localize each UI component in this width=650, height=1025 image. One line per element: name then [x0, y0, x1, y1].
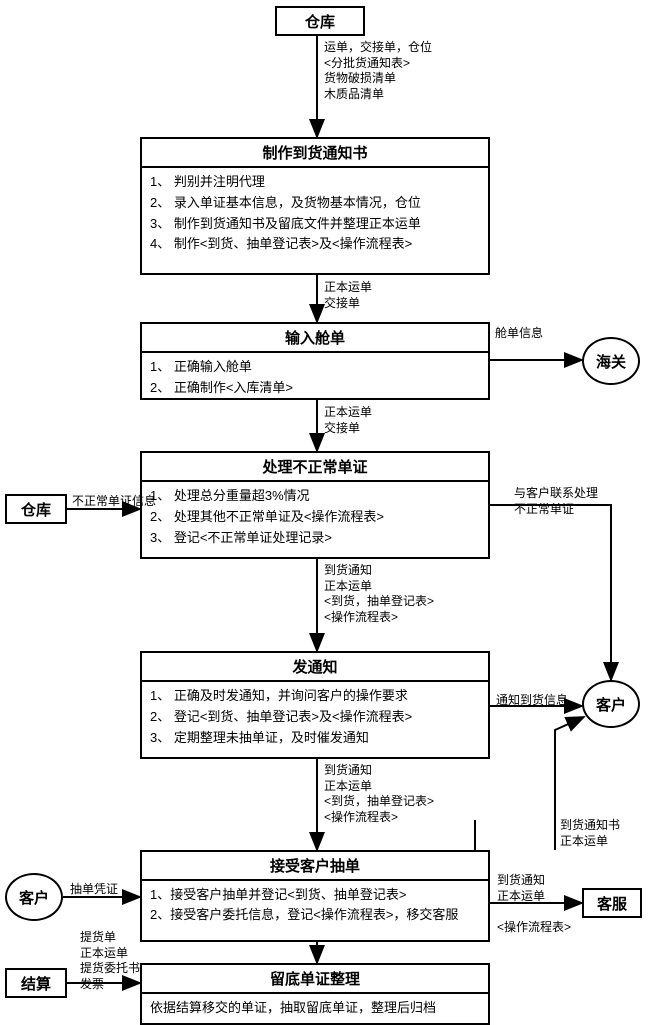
label-line: 正本运单	[324, 779, 434, 795]
line: 依据结算移交的单证，抽取留底单证，整理后归档	[150, 998, 480, 1019]
label-line: 交接单	[324, 296, 372, 312]
label-line: 提货委托书	[80, 961, 140, 977]
label-line: 到货通知	[324, 763, 434, 779]
label-line: 木质品清单	[324, 87, 432, 103]
node-title: 接受客户抽单	[142, 852, 488, 881]
flowchart-canvas: 仓库 制作到货通知书 1、 判别并注明代理 2、 录入单证基本信息，及货物基本情…	[0, 0, 650, 1008]
edge-label: 通知到货信息	[496, 693, 568, 709]
node-send-notice: 发通知 1、 正确及时发通知，并询问客户的操作要求 2、 登记<到货、抽单登记表…	[140, 651, 490, 759]
label-line: 提货单	[80, 930, 140, 946]
line: 3、 定期整理未抽单证，及时催发通知	[150, 728, 480, 749]
line: 1、 处理总分重量超3%情况	[150, 486, 480, 507]
node-title: 客服	[584, 890, 640, 917]
label-line: 到货通知	[324, 563, 434, 579]
node-make-notice: 制作到货通知书 1、 判别并注明代理 2、 录入单证基本信息，及货物基本情况，仓…	[140, 137, 490, 275]
label-line: <分批货通知表>	[324, 56, 432, 72]
edge-label: 正本运单 交接单	[324, 405, 372, 436]
label-line: 正本运单	[497, 889, 545, 905]
node-title: 处理不正常单证	[142, 453, 488, 482]
line: 1、 正确及时发通知，并询问客户的操作要求	[150, 686, 480, 707]
node-title: 输入舱单	[142, 324, 488, 353]
line: 4、 制作<到货、抽单登记表>及<操作流程表>	[150, 234, 480, 255]
line: 2、 录入单证基本信息，及货物基本情况，仓位	[150, 193, 480, 214]
label-line: 到货通知书	[560, 818, 620, 834]
node-title: 留底单证整理	[142, 965, 488, 994]
node-body: 1、 判别并注明代理 2、 录入单证基本信息，及货物基本情况，仓位 3、 制作到…	[142, 168, 488, 259]
node-archive: 留底单证整理 依据结算移交的单证，抽取留底单证，整理后归档	[140, 963, 490, 1025]
line: 1、接受客户抽单并登记<到货、抽单登记表>	[150, 885, 480, 905]
label-line: 运单，交接单，仓位	[324, 40, 432, 56]
label-line: <到货，抽单登记表>	[324, 594, 434, 610]
node-handle-abnormal: 处理不正常单证 1、 处理总分重量超3%情况 2、 处理其他不正常单证及<操作流…	[140, 451, 490, 559]
label-line: 正本运单	[560, 834, 620, 850]
node-cs: 客服	[582, 888, 642, 918]
node-body: 1、 正确及时发通知，并询问客户的操作要求 2、 登记<到货、抽单登记表>及<操…	[142, 682, 488, 752]
label-line: 通知到货信息	[496, 693, 568, 709]
label-line: 抽单凭证	[70, 882, 118, 898]
node-body: 1、 正确输入舱单 2、 正确制作<入库清单>	[142, 353, 488, 403]
label-line: 货物破损清单	[324, 71, 432, 87]
edge-label: 与客户联系处理 不正常单证	[514, 486, 598, 517]
node-title: 仓库	[277, 8, 363, 35]
edge-label: 正本运单 交接单	[324, 280, 372, 311]
node-title: 仓库	[7, 496, 65, 523]
node-title: 结算	[7, 970, 65, 997]
node-body: 1、 处理总分重量超3%情况 2、 处理其他不正常单证及<操作流程表> 3、 登…	[142, 482, 488, 552]
label-line: 正本运单	[324, 405, 372, 421]
edge-label: 抽单凭证	[70, 882, 118, 898]
line: 3、 制作到货通知书及留底文件并整理正本运单	[150, 214, 480, 235]
node-settlement: 结算	[5, 968, 67, 998]
ellipse-label: 海关	[596, 351, 626, 372]
line: 2、 处理其他不正常单证及<操作流程表>	[150, 507, 480, 528]
line: 1、 判别并注明代理	[150, 172, 480, 193]
edge-label: 舱单信息	[495, 326, 543, 342]
label-line: 交接单	[324, 421, 372, 437]
line: 3、 登记<不正常单证处理记录>	[150, 528, 480, 549]
label-line: <操作流程表>	[324, 810, 434, 826]
node-input-manifest: 输入舱单 1、 正确输入舱单 2、 正确制作<入库清单>	[140, 322, 490, 400]
node-customs: 海关	[582, 337, 640, 385]
node-title: 制作到货通知书	[142, 139, 488, 168]
edge-label: 到货通知 正本运单 <到货，抽单登记表> <操作流程表>	[324, 763, 434, 825]
node-body: 依据结算移交的单证，抽取留底单证，整理后归档	[142, 994, 488, 1023]
line: 1、 正确输入舱单	[150, 357, 480, 378]
edge-label: <操作流程表>	[497, 920, 571, 936]
node-body: 1、接受客户抽单并登记<到货、抽单登记表> 2、接受客户委托信息，登记<操作流程…	[142, 881, 488, 928]
node-customer-left: 客户	[5, 873, 63, 921]
label-line: <操作流程表>	[497, 920, 571, 936]
edge-label: 运单，交接单，仓位 <分批货通知表> 货物破损清单 木质品清单	[324, 40, 432, 102]
label-line: <到货，抽单登记表>	[324, 794, 434, 810]
label-line: 不正常单证	[514, 502, 598, 518]
node-customer-right: 客户	[582, 680, 640, 728]
label-line: 正本运单	[80, 946, 140, 962]
edge-label: 到货通知书 正本运单	[560, 818, 620, 849]
line: 2、接受客户委托信息，登记<操作流程表>，移交客服	[150, 905, 480, 925]
edge-label: 提货单 正本运单 提货委托书 发票	[80, 930, 140, 992]
node-accept-pickup: 接受客户抽单 1、接受客户抽单并登记<到货、抽单登记表> 2、接受客户委托信息，…	[140, 850, 490, 942]
ellipse-label: 客户	[596, 694, 626, 715]
edge-label: 到货通知 正本运单 <到货，抽单登记表> <操作流程表>	[324, 563, 434, 625]
line: 2、 正确制作<入库清单>	[150, 378, 480, 399]
line: 2、 登记<到货、抽单登记表>及<操作流程表>	[150, 707, 480, 728]
label-line: 与客户联系处理	[514, 486, 598, 502]
label-line: <操作流程表>	[324, 610, 434, 626]
label-line: 发票	[80, 977, 140, 993]
ellipse-label: 客户	[19, 887, 49, 908]
label-line: 正本运单	[324, 579, 434, 595]
node-title: 发通知	[142, 653, 488, 682]
node-warehouse-top: 仓库	[275, 6, 365, 36]
label-line: 到货通知	[497, 873, 545, 889]
edge-label: 到货通知 正本运单	[497, 873, 545, 904]
label-line: 不正常单证信息	[72, 494, 156, 510]
edge-label: 不正常单证信息	[72, 494, 156, 510]
label-line: 舱单信息	[495, 326, 543, 342]
label-line: 正本运单	[324, 280, 372, 296]
node-warehouse-left: 仓库	[5, 494, 67, 524]
